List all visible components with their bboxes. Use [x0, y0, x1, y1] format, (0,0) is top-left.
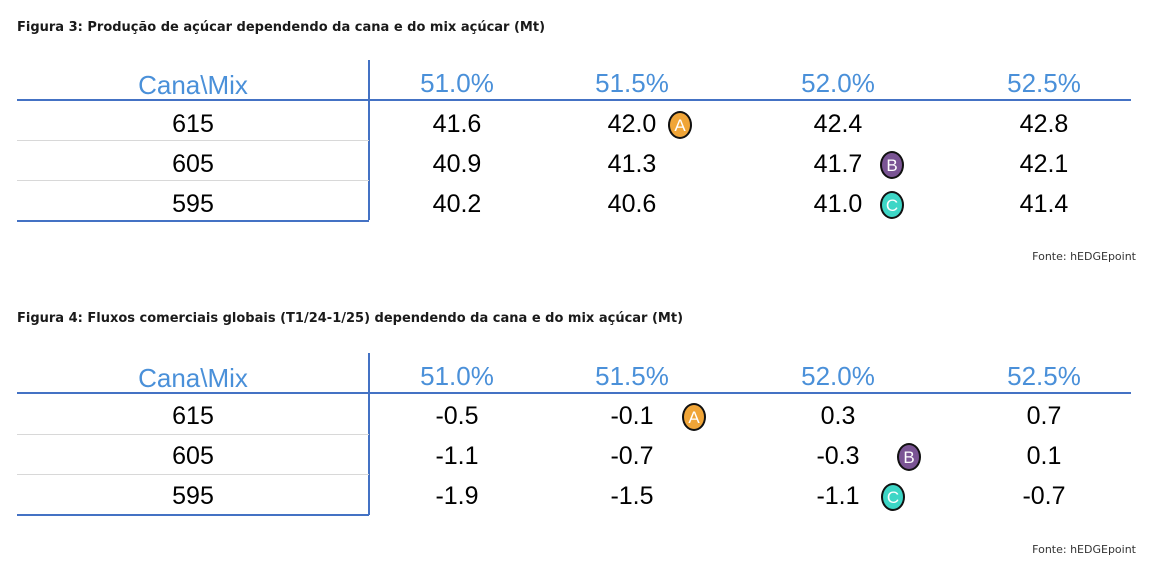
scenario-b-badge: B	[897, 443, 921, 471]
row-label: 615	[172, 402, 214, 430]
table-cell: 41.0	[813, 190, 863, 218]
table-cell: -0.7	[610, 442, 654, 470]
figure-3-title: Figura 3: Produção de açúcar dependendo …	[17, 20, 546, 35]
row-label: 595	[172, 190, 214, 218]
corner-header: Cana\Mix	[138, 363, 248, 393]
table-cell: 42.1	[1019, 150, 1069, 178]
table-cell: -1.1	[816, 482, 860, 510]
table-cell: 40.9	[432, 150, 482, 178]
table-cell: 41.7	[813, 150, 863, 178]
row-label: 605	[172, 150, 214, 178]
row-header-divider	[368, 353, 370, 515]
table-cell: 42.4	[813, 110, 863, 138]
scenario-c-badge: C	[880, 191, 904, 219]
figure-3-table: Cana\Mix 51.0% 51.5% 52.0% 52.5% 615 41.…	[17, 60, 1131, 230]
column-header: 52.5%	[1007, 68, 1081, 98]
corner-header: Cana\Mix	[138, 70, 248, 100]
scenario-a-badge: A	[668, 111, 692, 139]
bottom-rule	[17, 220, 369, 222]
table-cell: 41.3	[607, 150, 657, 178]
row-label: 615	[172, 110, 214, 138]
table-cell: 40.2	[432, 190, 482, 218]
row-header-divider	[368, 60, 370, 220]
table-cell: -0.7	[1022, 482, 1066, 510]
row-label: 605	[172, 442, 214, 470]
table-cell: 41.6	[432, 110, 482, 138]
table-cell: 41.4	[1019, 190, 1069, 218]
figure-4-title: Figura 4: Fluxos comerciais globais (T1/…	[17, 311, 684, 326]
row-separator	[17, 180, 369, 181]
header-rule	[17, 99, 1131, 101]
column-header: 51.0%	[420, 68, 494, 98]
column-header: 51.5%	[595, 361, 669, 391]
column-header: 52.0%	[801, 361, 875, 391]
table-cell: 40.6	[607, 190, 657, 218]
bottom-rule	[17, 514, 369, 516]
scenario-b-badge: B	[880, 151, 904, 179]
table-cell: -0.3	[816, 442, 860, 470]
table-cell: -1.9	[435, 482, 479, 510]
figure-4-table: Cana\Mix 51.0% 51.5% 52.0% 52.5% 615 -0.…	[17, 353, 1131, 523]
figure-3-source: Fonte: hEDGEpoint	[1032, 250, 1136, 263]
scenario-a-badge: A	[682, 403, 706, 431]
table-cell: -0.1	[610, 402, 654, 430]
figure-4-source: Fonte: hEDGEpoint	[1032, 543, 1136, 556]
table-cell: -0.5	[435, 402, 479, 430]
table-cell: 42.0	[607, 110, 657, 138]
scenario-c-badge: C	[881, 483, 905, 511]
table-cell: -1.5	[610, 482, 654, 510]
table-cell: -1.1	[435, 442, 479, 470]
header-rule	[17, 392, 1131, 394]
column-header: 52.5%	[1007, 361, 1081, 391]
table-cell: 0.7	[1026, 402, 1062, 430]
row-separator	[17, 434, 369, 435]
column-header: 51.5%	[595, 68, 669, 98]
column-header: 51.0%	[420, 361, 494, 391]
table-cell: 42.8	[1019, 110, 1069, 138]
table-cell: 0.3	[820, 402, 856, 430]
column-header: 52.0%	[801, 68, 875, 98]
row-label: 595	[172, 482, 214, 510]
table-cell: 0.1	[1026, 442, 1062, 470]
row-separator	[17, 140, 369, 141]
row-separator	[17, 474, 369, 475]
